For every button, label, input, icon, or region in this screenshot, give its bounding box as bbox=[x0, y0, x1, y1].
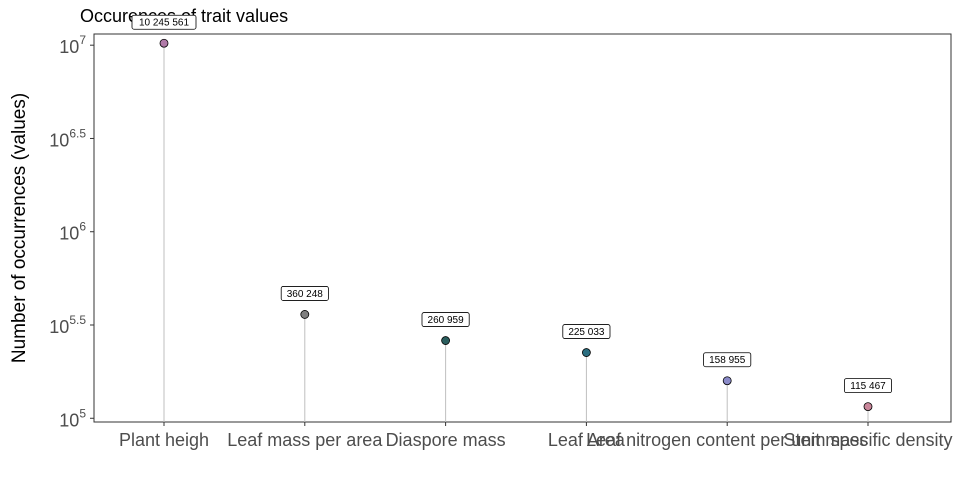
data-point-4 bbox=[722, 376, 732, 386]
data-label-text-3: 225 033 bbox=[568, 327, 605, 338]
y-tick-label-0: 105 bbox=[59, 406, 86, 430]
data-label-box-2 bbox=[421, 312, 470, 327]
data-label-text-0: 10 245 561 bbox=[139, 18, 189, 29]
data-point-0 bbox=[159, 38, 169, 48]
data-label-box-3 bbox=[562, 324, 611, 339]
data-label-3: 225 033 bbox=[562, 324, 611, 339]
data-label-text-5: 115 467 bbox=[850, 381, 886, 392]
y-axis: 105 105.5 106 106.5 107 bbox=[49, 33, 94, 430]
x-tick-label-1: Leaf mass per area bbox=[227, 430, 383, 450]
y-axis-label: Number of occurrences (values) bbox=[9, 93, 30, 363]
plot-panel-border bbox=[93, 33, 952, 423]
y-tick-label-3: 106.5 bbox=[49, 126, 86, 150]
data-label-box-4 bbox=[703, 352, 752, 368]
x-tick-label-0: Plant heigh bbox=[119, 430, 209, 450]
data-point-1 bbox=[300, 310, 310, 319]
data-point-5 bbox=[863, 402, 873, 412]
data-point-3 bbox=[582, 348, 591, 357]
y-tick-label-4: 107 bbox=[59, 33, 86, 57]
x-tick-label-5: Stem specific density bbox=[783, 430, 952, 450]
data-point-2 bbox=[441, 336, 451, 345]
data-label-box-0 bbox=[131, 14, 197, 30]
data-label-text-2: 260 959 bbox=[428, 315, 465, 326]
y-tick-label-2: 106 bbox=[59, 220, 86, 244]
data-label-4: 158 955 bbox=[703, 352, 752, 368]
chart-marks: 10 245 561 360 248 260 959 225 033 158 955 11… bbox=[131, 14, 893, 422]
y-tick-label-1: 105.5 bbox=[49, 313, 86, 337]
x-tick-label-2: Diaspore mass bbox=[386, 430, 506, 450]
data-label-1: 360 248 bbox=[280, 286, 329, 301]
data-label-box-1 bbox=[280, 286, 329, 301]
data-label-text-1: 360 248 bbox=[287, 289, 324, 300]
data-label-text-4: 158 955 bbox=[709, 355, 746, 366]
data-label-2: 260 959 bbox=[421, 312, 470, 327]
x-axis: Plant heigh Leaf mass per area Diaspore ma… bbox=[119, 422, 953, 450]
data-label-box-5 bbox=[844, 378, 893, 394]
x-tick-label-4: Leaf nitrogen content per unit mass bbox=[586, 430, 868, 450]
data-label-5: 115 467 bbox=[844, 378, 893, 394]
data-label-0: 10 245 561 bbox=[131, 14, 197, 30]
x-tick-label-3: Leaf Area bbox=[548, 430, 626, 450]
